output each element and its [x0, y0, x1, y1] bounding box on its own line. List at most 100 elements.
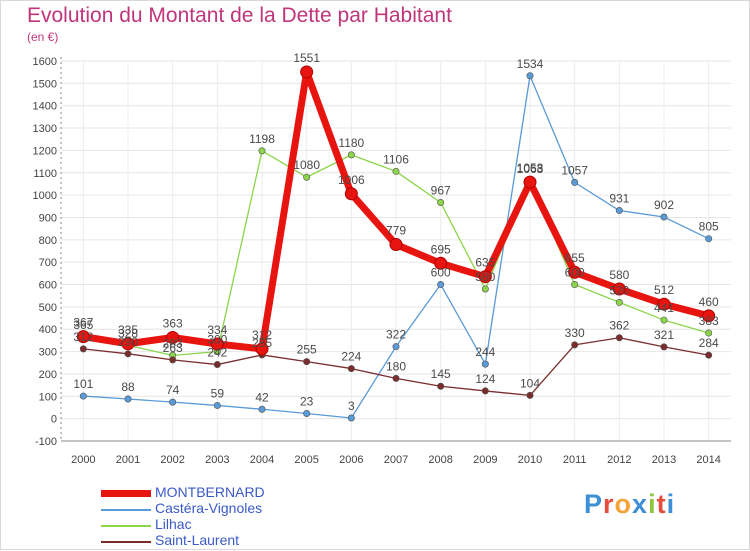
- data-point: [169, 398, 177, 406]
- data-label: 363: [163, 317, 183, 331]
- data-label: 635: [475, 256, 495, 270]
- data-label: 328: [118, 326, 138, 340]
- data-point: [705, 351, 713, 359]
- logo-letter: x: [632, 489, 649, 519]
- y-tick-label: 1500: [33, 78, 57, 90]
- data-point: [615, 334, 623, 342]
- y-tick-label: 1400: [33, 101, 57, 113]
- data-point: [389, 238, 403, 252]
- data-point: [657, 297, 671, 311]
- data-point: [434, 256, 448, 270]
- data-point: [437, 382, 445, 390]
- data-point: [660, 316, 668, 324]
- logo-letter: P: [584, 489, 604, 519]
- legend-label: Castéra-Vignoles: [155, 500, 263, 516]
- x-tick-label: 2006: [339, 454, 363, 466]
- data-point: [481, 360, 489, 368]
- data-label: 512: [654, 283, 674, 297]
- data-point: [571, 281, 579, 289]
- data-point: [705, 235, 713, 243]
- y-tick-label: 800: [39, 235, 57, 247]
- x-tick-label: 2003: [205, 454, 229, 466]
- data-point: [213, 401, 221, 409]
- data-point: [526, 72, 534, 80]
- data-point: [79, 345, 87, 353]
- data-label: 580: [609, 268, 629, 282]
- data-label: 580: [475, 270, 495, 284]
- y-tick-label: 1300: [33, 123, 57, 135]
- data-point: [481, 387, 489, 395]
- data-label: 902: [654, 198, 674, 212]
- x-tick-label: 2005: [294, 454, 318, 466]
- data-point: [303, 358, 311, 366]
- data-label: 383: [699, 314, 719, 328]
- y-tick-label: 600: [39, 280, 57, 292]
- data-point: [568, 265, 582, 279]
- data-label: 335: [118, 323, 138, 337]
- legend-swatch: [101, 541, 151, 543]
- x-tick-label: 2012: [607, 454, 631, 466]
- data-label: 88: [121, 380, 135, 394]
- data-point: [478, 270, 492, 284]
- data-point: [392, 167, 400, 175]
- data-label: 124: [475, 372, 495, 386]
- data-point: [79, 392, 87, 400]
- data-point: [166, 331, 180, 345]
- x-tick-label: 2001: [116, 454, 140, 466]
- chart-title: Evolution du Montant de la Dette par Hab…: [27, 4, 452, 27]
- data-label: 1534: [517, 57, 544, 71]
- data-label: 805: [699, 220, 719, 234]
- legend-label: Saint-Laurent: [155, 532, 240, 548]
- data-point: [615, 298, 623, 306]
- data-point: [526, 391, 534, 399]
- data-label: 1080: [293, 158, 320, 172]
- y-tick-label: 900: [39, 212, 57, 224]
- y-tick-label: 400: [39, 324, 57, 336]
- x-tick-label: 2008: [428, 454, 452, 466]
- data-point: [392, 343, 400, 351]
- data-point: [124, 395, 132, 403]
- data-label: 284: [699, 336, 719, 350]
- data-label: 600: [431, 266, 451, 280]
- data-point: [705, 329, 713, 337]
- data-label: 330: [565, 326, 585, 340]
- data-label: 1551: [293, 51, 320, 65]
- data-point: [437, 198, 445, 206]
- data-point: [303, 410, 311, 418]
- y-tick-label: 1100: [33, 168, 57, 180]
- data-point: [702, 309, 716, 323]
- data-label: 242: [207, 346, 227, 360]
- data-point: [571, 178, 579, 186]
- data-label: 931: [609, 192, 629, 206]
- data-label: 367: [73, 316, 93, 330]
- data-point: [210, 337, 224, 351]
- y-tick-label: 500: [39, 302, 57, 314]
- legend-label: MONTBERNARD: [155, 484, 265, 500]
- data-label: 101: [73, 377, 93, 391]
- x-tick-label: 2013: [652, 454, 676, 466]
- y-tick-label: 700: [39, 257, 57, 269]
- x-tick-label: 2014: [696, 454, 720, 466]
- data-label: 600: [565, 266, 585, 280]
- data-point: [169, 356, 177, 364]
- data-point: [660, 343, 668, 351]
- data-point: [258, 147, 266, 155]
- data-point: [347, 365, 355, 373]
- x-tick-label: 2009: [473, 454, 497, 466]
- data-label: 312: [252, 328, 272, 342]
- data-label: 74: [166, 383, 180, 397]
- data-point: [344, 187, 358, 201]
- data-label: 1106: [383, 152, 409, 166]
- data-label: 1006: [338, 173, 365, 187]
- data-label: 967: [431, 183, 451, 197]
- data-point: [523, 175, 537, 189]
- chart-unit-label: (en €): [27, 30, 59, 44]
- data-label: 1057: [561, 163, 588, 177]
- logo-letter: t: [656, 489, 667, 519]
- data-point: [76, 330, 90, 344]
- legend-swatch: [101, 490, 151, 497]
- y-tick-label: -100: [35, 436, 57, 448]
- data-label: 1063: [517, 162, 544, 176]
